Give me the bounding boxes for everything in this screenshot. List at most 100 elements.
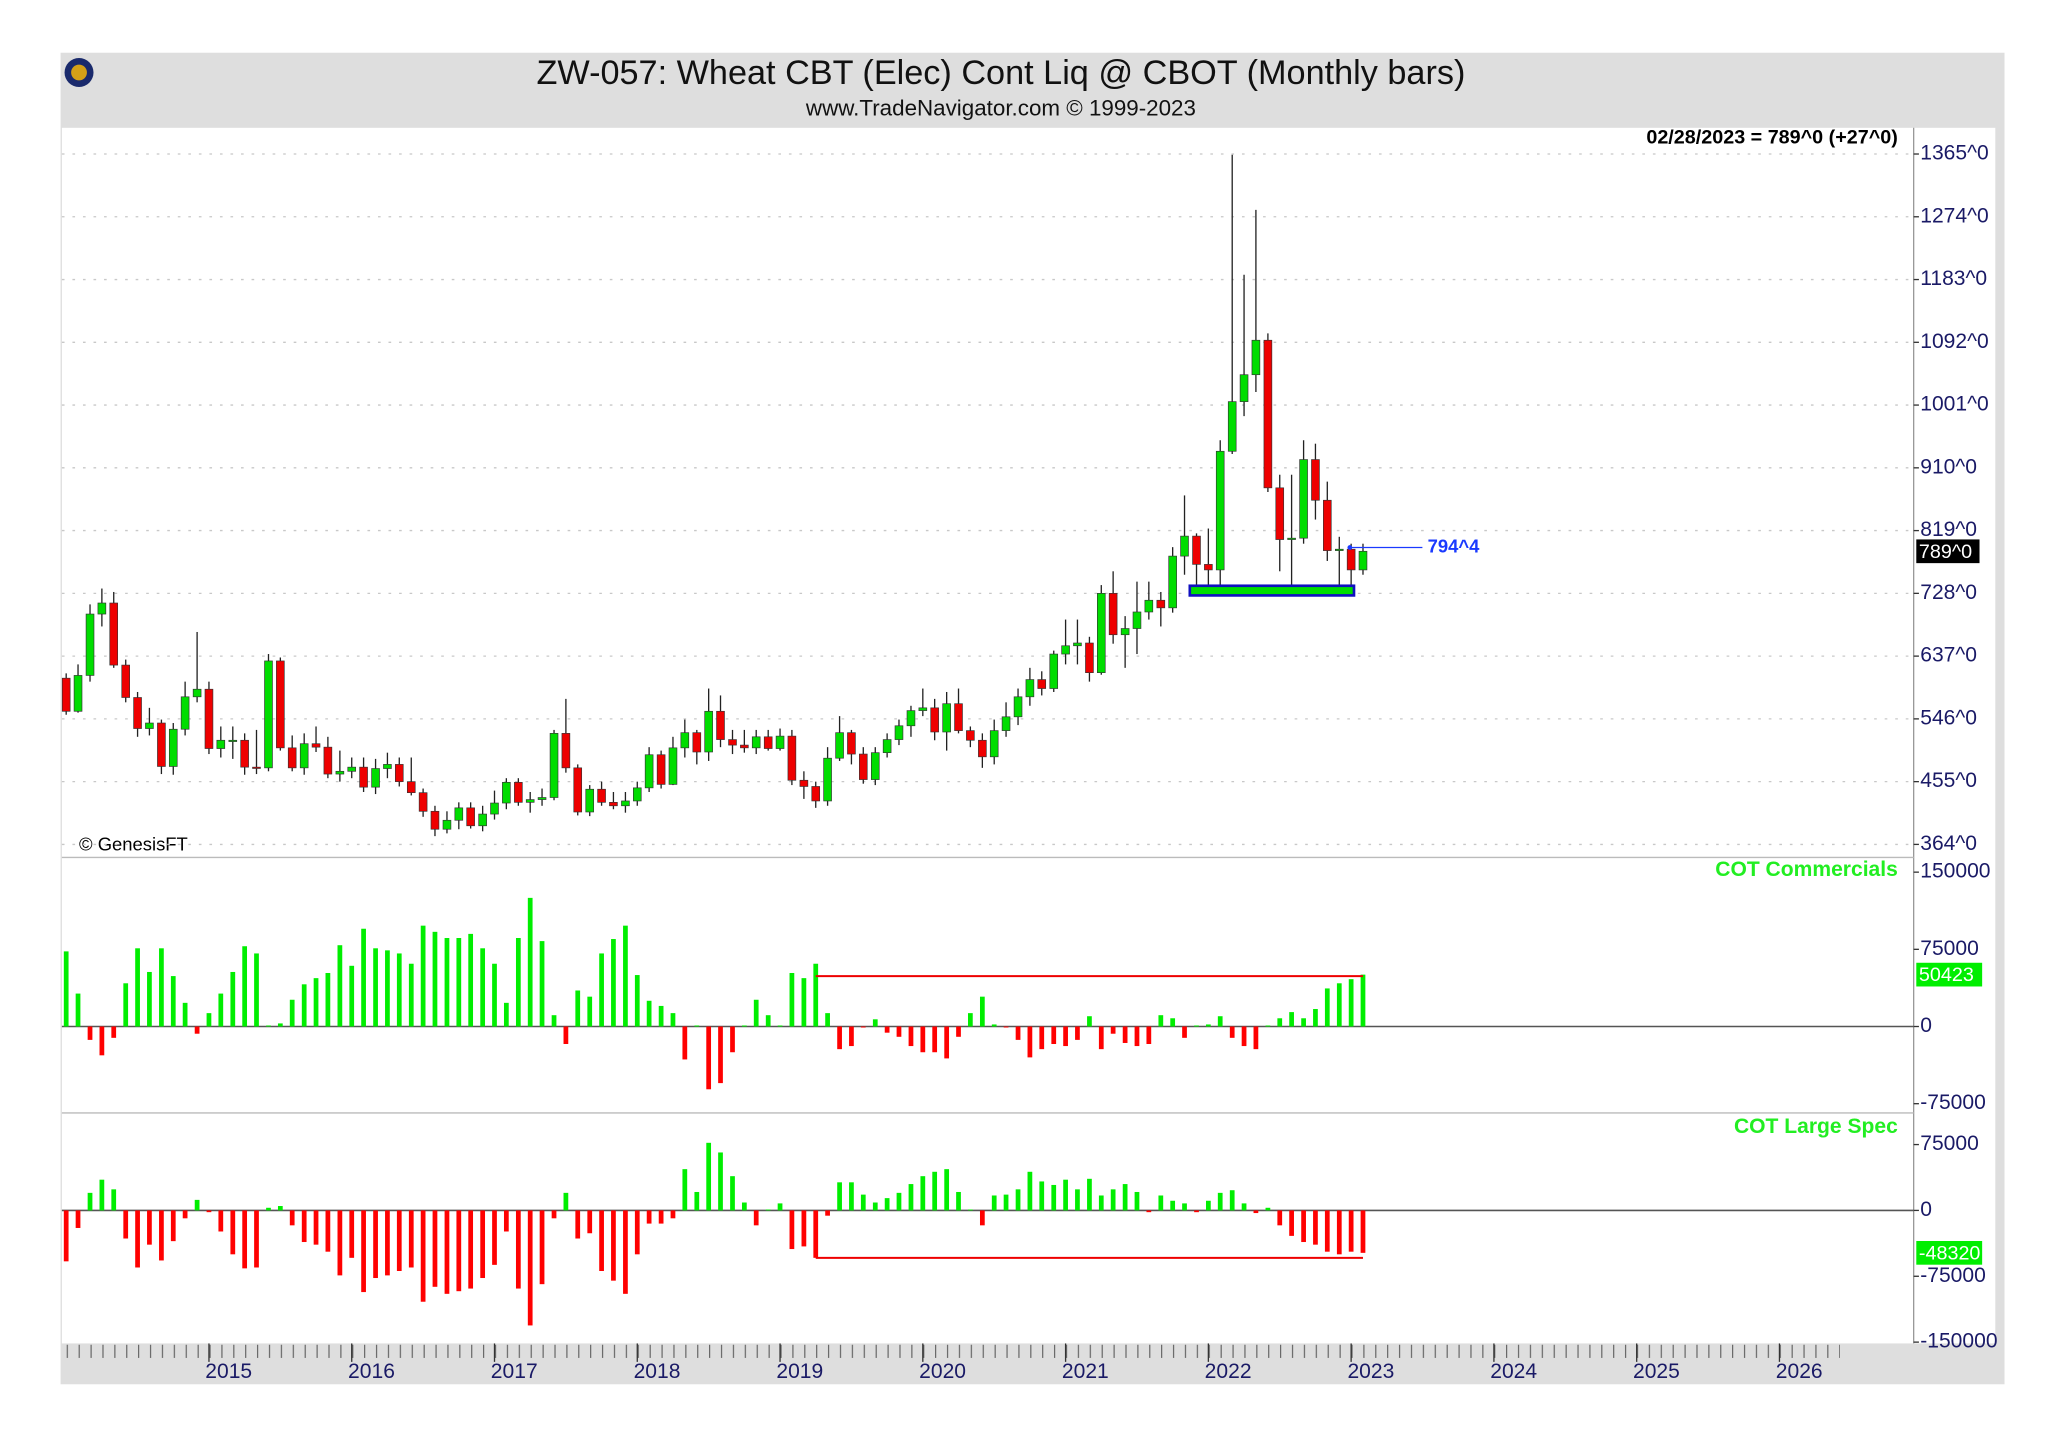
price-readout: 02/28/2023 = 789^0 (+27^0) [1646, 127, 1898, 149]
bar [468, 933, 474, 1027]
bar [1324, 988, 1330, 1027]
candle-body [751, 736, 761, 749]
candle-body [335, 770, 345, 775]
candle-body [1287, 537, 1296, 540]
bar [492, 963, 497, 1027]
y-tick-label: 1365^0 [1920, 142, 1988, 165]
y-tick-label: 0 [1920, 1198, 1932, 1221]
candle-body [740, 744, 749, 749]
bar [956, 1026, 961, 1037]
bar [194, 1026, 200, 1034]
annotation-label: 794^4 [1428, 535, 1480, 556]
bar [266, 1025, 271, 1027]
bar [503, 1002, 509, 1027]
bar [1003, 1194, 1009, 1211]
bar [860, 1194, 866, 1211]
pane-title: COT Commercials [1715, 858, 1898, 881]
bar [706, 1026, 712, 1090]
bar [1324, 1210, 1330, 1252]
y-tick-label: 1274^0 [1920, 204, 1988, 227]
bar [385, 950, 390, 1027]
candle-body [1323, 499, 1332, 551]
candle-body [1335, 548, 1344, 551]
bar [1241, 1026, 1247, 1047]
bar [575, 990, 581, 1027]
bar [932, 1171, 938, 1211]
bar [801, 1210, 807, 1247]
candle-body [966, 730, 975, 741]
bar [147, 1210, 152, 1245]
bar [230, 1210, 236, 1255]
bar [956, 1191, 961, 1211]
candle-body [311, 743, 321, 748]
bar [1241, 1203, 1247, 1211]
bar [872, 1202, 878, 1211]
bar [884, 1026, 890, 1033]
bar [837, 1026, 842, 1050]
bar [1087, 1016, 1092, 1027]
bar [1301, 1210, 1306, 1243]
candle-body [406, 781, 416, 794]
bar [432, 1210, 438, 1287]
x-tick-label: 2021 [1062, 1360, 1109, 1383]
bar [1075, 1026, 1080, 1040]
bar [1039, 1181, 1045, 1211]
bar [646, 1000, 652, 1027]
chart-subtitle: www.TradeNavigator.com © 1999-2023 [805, 95, 1196, 120]
last-price-box [1916, 539, 1980, 564]
bar [254, 1210, 259, 1268]
bar [860, 1026, 866, 1028]
candle-body [835, 732, 844, 759]
bar [1194, 1210, 1199, 1213]
bar [991, 1024, 997, 1027]
x-tick-label: 2025 [1633, 1360, 1680, 1383]
candle-body [1215, 450, 1225, 571]
bar [337, 945, 343, 1027]
bar [361, 928, 366, 1027]
candle-body [1144, 599, 1154, 613]
candle-body [442, 819, 452, 830]
bar [444, 938, 450, 1027]
y-tick-label: 150000 [1920, 860, 1990, 883]
bar [218, 993, 224, 1027]
bar [896, 1026, 902, 1037]
bar [1289, 1012, 1294, 1027]
bar [813, 963, 819, 1027]
bar [527, 1210, 533, 1326]
candle-body [918, 707, 928, 711]
bar [849, 1182, 854, 1211]
candle-body [668, 747, 678, 785]
bar [361, 1210, 366, 1293]
bar [944, 1026, 950, 1059]
bar [87, 1192, 93, 1211]
candle-body [287, 747, 297, 769]
candle-body [1180, 535, 1189, 557]
bar [1146, 1026, 1152, 1045]
bar [325, 972, 331, 1027]
bar [670, 1013, 676, 1027]
y-tick-label: 1183^0 [1920, 267, 1987, 290]
candle-body [632, 787, 642, 802]
candle-body [1251, 339, 1261, 376]
bar [694, 1191, 700, 1211]
bar [1158, 1195, 1164, 1211]
y-tick-label: -75000 [1920, 1264, 1986, 1287]
bar [349, 965, 355, 1027]
bar [396, 953, 402, 1027]
candle-body [157, 722, 166, 767]
bar [789, 1210, 795, 1250]
bar [1217, 1192, 1223, 1211]
bar [706, 1142, 712, 1211]
bar [1313, 1210, 1318, 1245]
candle-body [1168, 555, 1177, 609]
bar [908, 1026, 914, 1047]
candle-body [787, 735, 797, 781]
bar [480, 948, 486, 1027]
bar [777, 1025, 783, 1027]
candle-body [514, 782, 523, 803]
candle-body [1358, 550, 1368, 571]
candle-body [680, 732, 690, 749]
bar [515, 1210, 521, 1289]
bar [63, 951, 69, 1027]
bar [99, 1026, 105, 1056]
